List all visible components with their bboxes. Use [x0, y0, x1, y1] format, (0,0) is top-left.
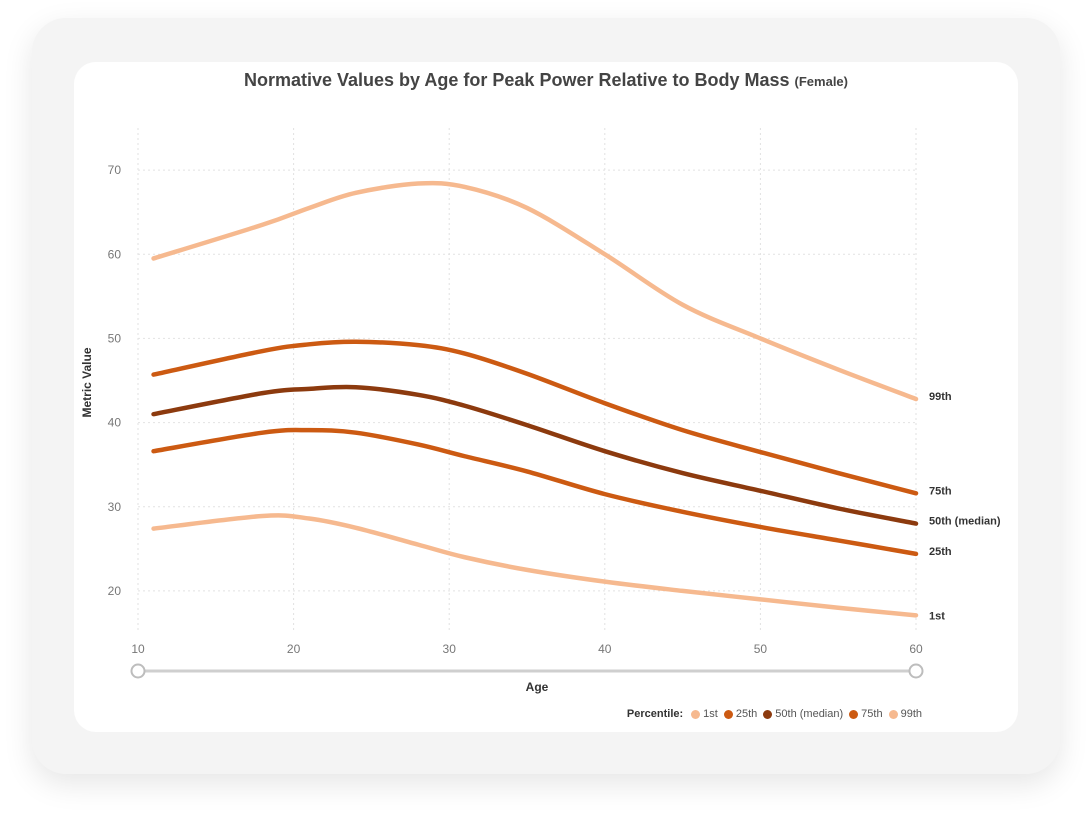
series-end-label: 75th	[929, 485, 952, 497]
grid-lines	[137, 128, 917, 633]
x-axis-ticks: 10 20 30 40 50 60	[131, 642, 923, 656]
legend-item[interactable]: 50th (median)	[763, 708, 843, 720]
legend-item[interactable]: 75th	[849, 708, 883, 720]
legend-swatch	[763, 709, 773, 719]
y-tick-label: 50	[108, 331, 122, 345]
legend-label: 25th	[735, 708, 758, 720]
legend-item[interactable]: 25th	[723, 708, 758, 720]
series-end-label: 25th	[929, 546, 952, 558]
y-tick-label: 70	[108, 163, 122, 177]
series-line-2	[151, 384, 919, 526]
y-tick-label: 40	[108, 416, 122, 430]
legend-label: 99th	[900, 708, 922, 720]
x-range-slider[interactable]	[130, 663, 924, 679]
y-tick-label: 20	[108, 584, 122, 598]
legend-title: Percentile:	[626, 708, 684, 720]
legend-swatch	[691, 709, 701, 719]
slider-handle-min[interactable]	[130, 663, 146, 679]
x-tick-label: 60	[909, 642, 923, 656]
legend-swatch	[888, 709, 898, 719]
series-line-3	[151, 339, 919, 496]
series-lines	[151, 180, 919, 618]
x-tick-label: 30	[443, 642, 457, 656]
x-axis-title: Age	[526, 680, 549, 694]
series-line-4	[151, 180, 919, 402]
y-axis-ticks: 20 30 40 50 60 70	[108, 163, 122, 598]
legend-swatch	[723, 709, 733, 719]
x-tick-label: 50	[754, 642, 768, 656]
y-tick-label: 60	[108, 247, 122, 261]
legend-label: 75th	[861, 708, 883, 720]
series-end-labels: 1st 25th 50th (median) 75th 99th	[929, 391, 1001, 622]
legend: Percentile: 1st 25th 50th (median) 75th 99th	[627, 708, 922, 720]
legend-item[interactable]: 1st	[691, 708, 718, 720]
legend-swatch	[849, 709, 859, 719]
chart-subtitle: (Female)	[794, 74, 848, 89]
y-tick-label: 30	[108, 500, 122, 514]
series-end-label: 99th	[929, 391, 952, 403]
slider-handle-max[interactable]	[908, 663, 924, 679]
x-tick-label: 10	[131, 642, 145, 656]
x-tick-label: 20	[287, 642, 301, 656]
legend-label: 1st	[703, 708, 718, 720]
legend-label: 50th (median)	[775, 708, 844, 720]
series-line-1	[151, 427, 919, 557]
series-end-label: 1st	[929, 610, 945, 622]
x-tick-label: 40	[598, 642, 612, 656]
chart-title-text: Normative Values by Age for Peak Power R…	[243, 70, 790, 90]
series-line-0	[151, 513, 919, 618]
y-axis-title: Metric Value	[80, 347, 94, 417]
chart-title: Normative Values by Age for Peak Power R…	[74, 70, 1018, 91]
series-end-label: 50th (median)	[929, 516, 1001, 528]
legend-item[interactable]: 99th	[888, 708, 922, 720]
